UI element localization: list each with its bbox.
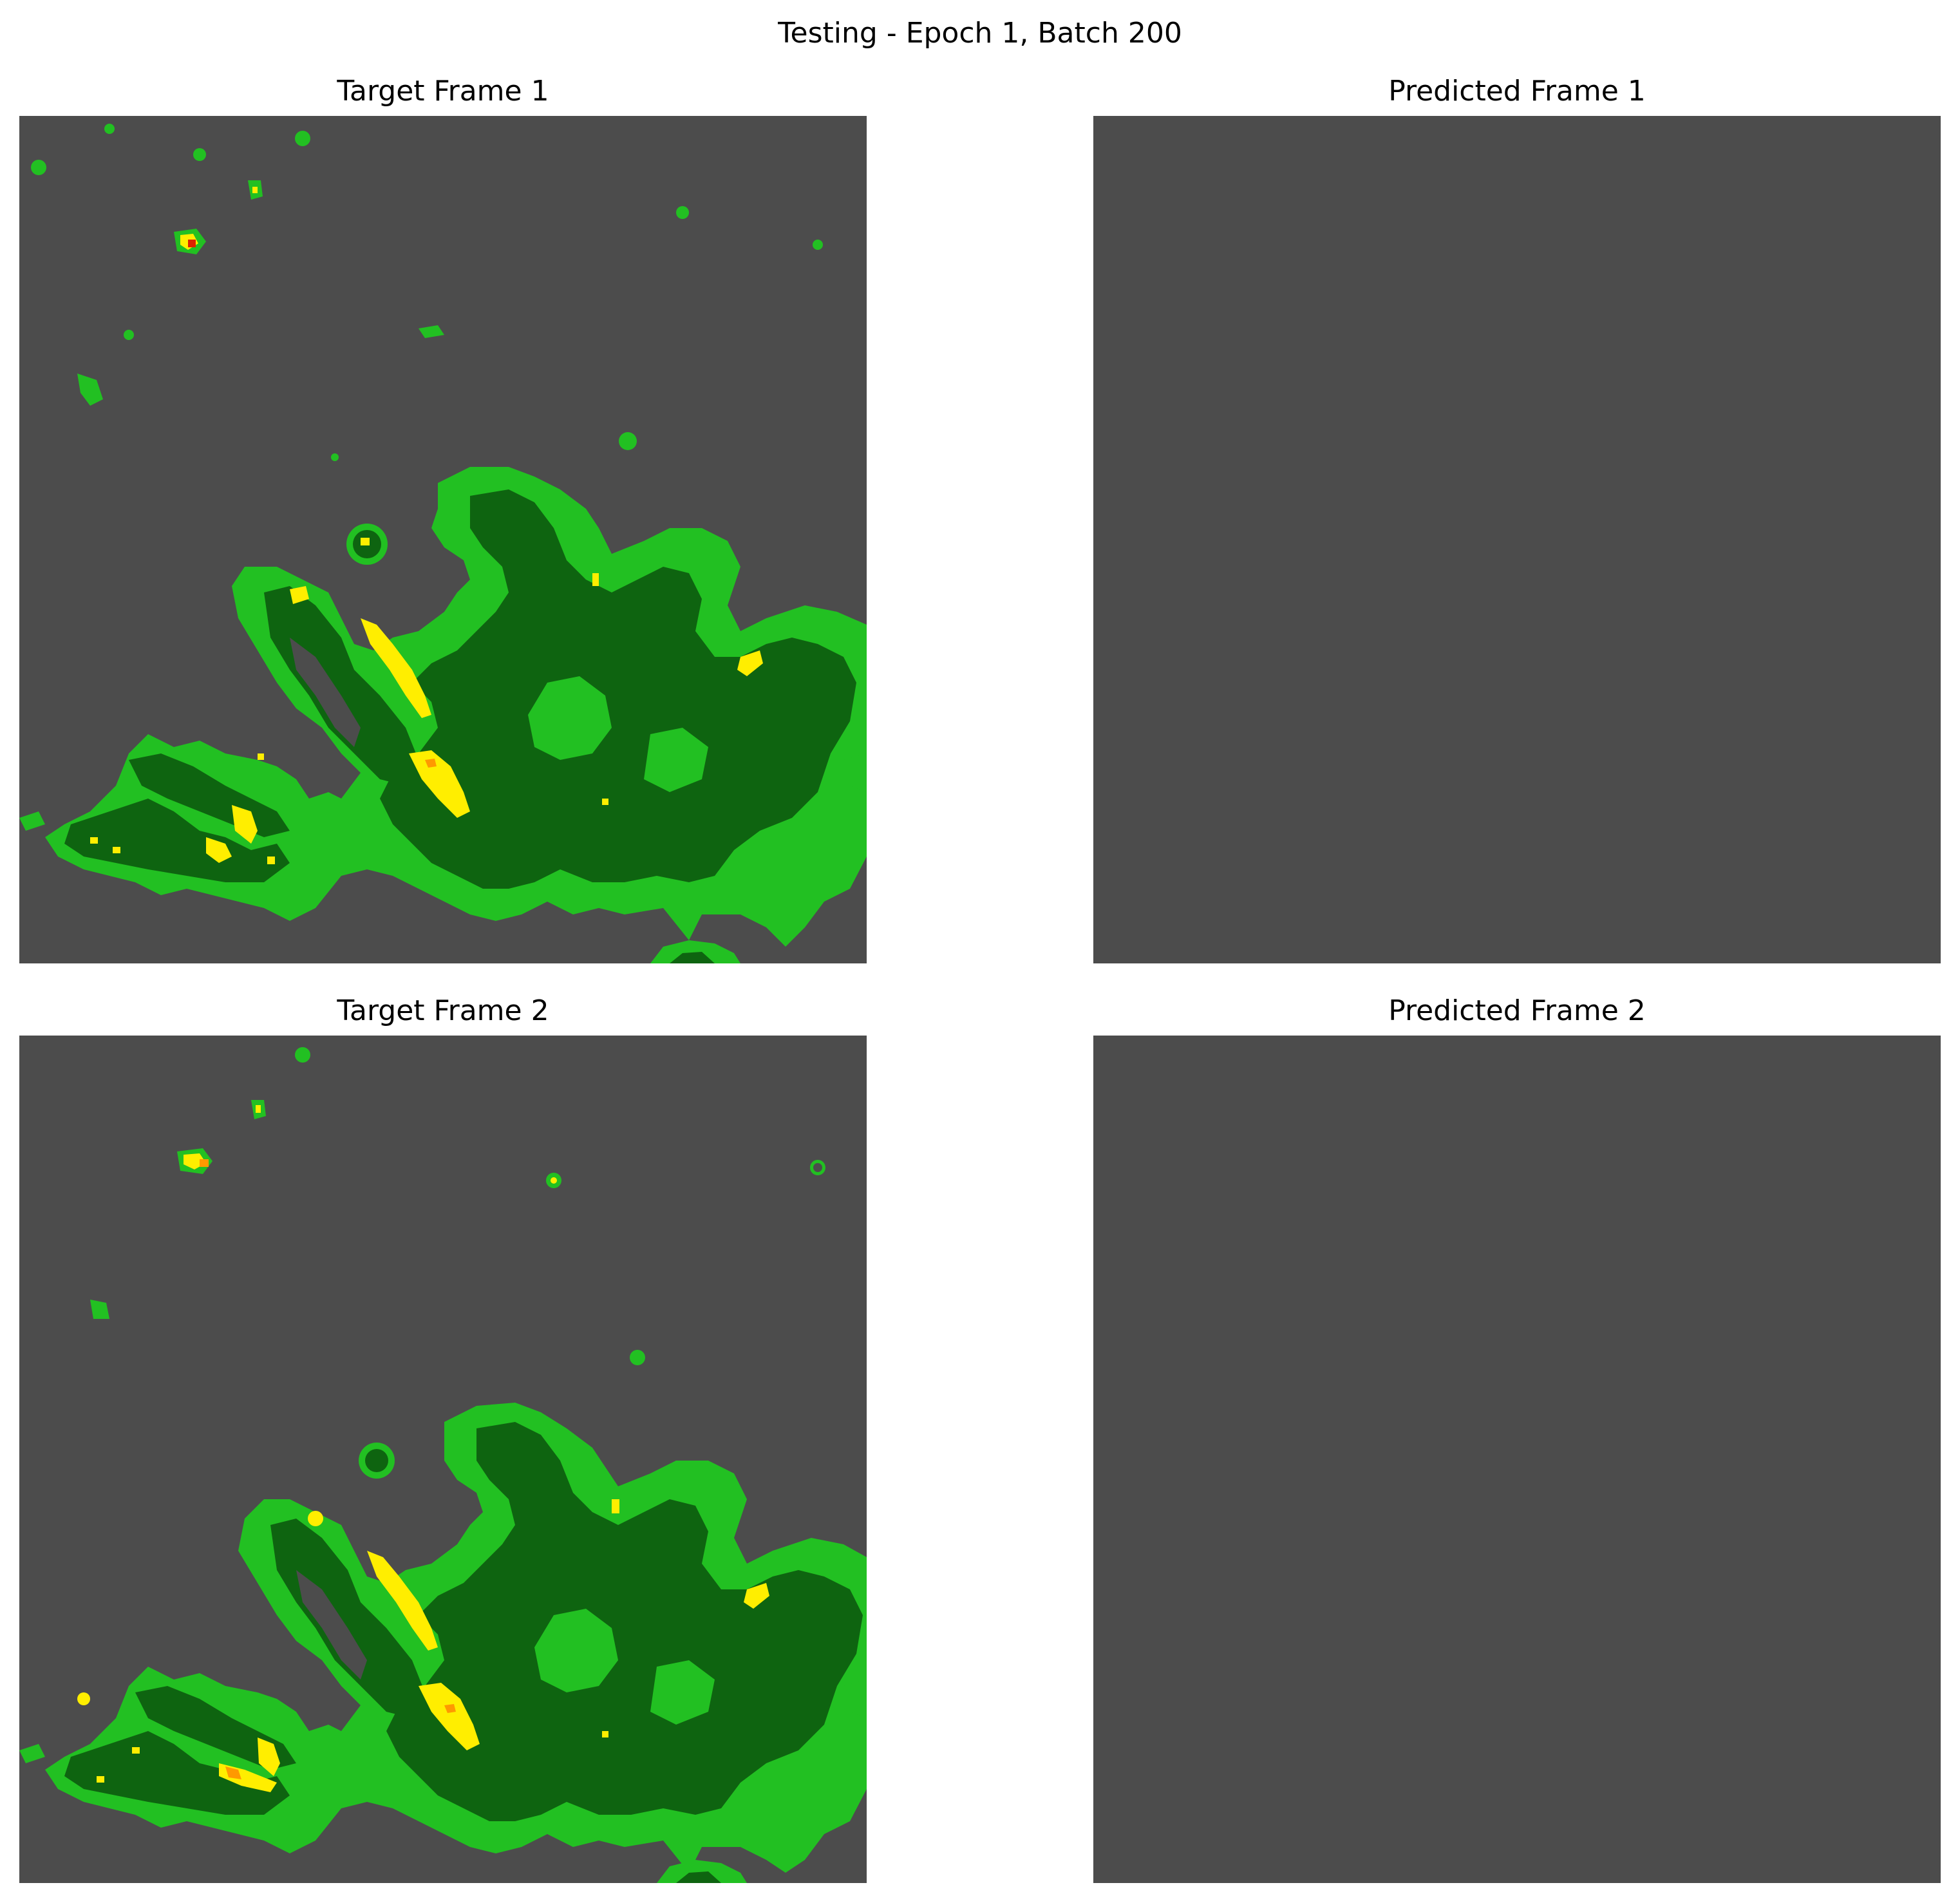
panel-title: Predicted Frame 2 <box>1388 994 1646 1027</box>
panel-title: Target Frame 2 <box>337 994 549 1027</box>
panel-title: Target Frame 1 <box>337 75 549 108</box>
prediction-image-2 <box>1093 1036 1941 1883</box>
prediction-image-1 <box>1093 116 1941 963</box>
figure-title: Testing - Epoch 1, Batch 200 <box>778 17 1182 50</box>
radar-image-target-1 <box>19 116 867 963</box>
radar-image-target-2 <box>19 1036 867 1883</box>
storm-cells <box>19 124 867 963</box>
storm-cells <box>19 1047 867 1883</box>
panel-title: Predicted Frame 1 <box>1388 75 1646 108</box>
